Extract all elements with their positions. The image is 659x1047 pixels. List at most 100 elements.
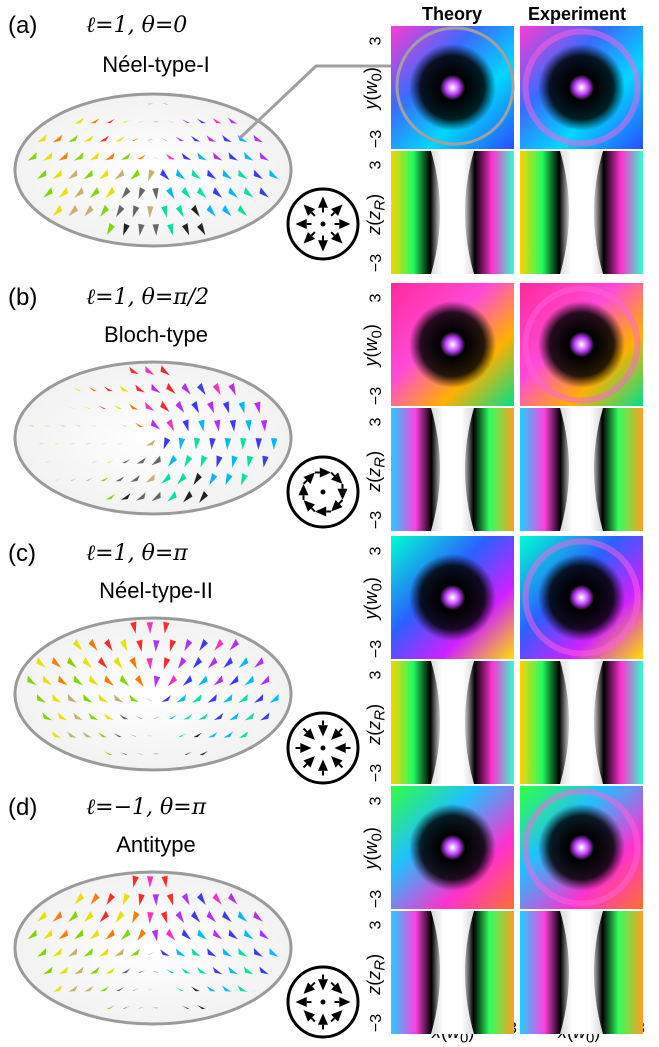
spin-arrow [255,438,262,450]
panel-letter: (c) [8,540,36,567]
spin-arrow [116,443,123,445]
spin-arrow [214,638,224,651]
spin-arrow [97,656,108,669]
experiment-propagation-phase-map [520,408,643,531]
experiment-propagation-phase-map [520,661,643,784]
spin-arrow [166,120,174,123]
z-tick-pos: 3 [367,670,385,680]
spin-arrow [138,187,146,200]
circulating-arrows-icon [286,455,360,529]
spin-arrow [104,638,113,652]
spin-arrow [183,713,193,720]
theory-transverse-phase-map [391,26,515,149]
spin-arrow [74,929,84,940]
spin-arrow [260,419,268,432]
spin-arrow [151,383,161,394]
spin-arrow [89,929,100,940]
panel-type-label: Néel-type-II [99,578,213,603]
spin-arrow [168,715,177,720]
spin-arrow [121,968,131,974]
spin-arrow [43,187,53,198]
spin-arrow [147,169,155,182]
spin-arrow [199,490,209,503]
spin-arrow [113,404,122,410]
spin-arrow [166,383,176,394]
z-tick-neg: −3 [368,1013,386,1033]
spin-arrow [152,894,159,906]
spin-arrow [160,949,170,956]
spin-arrow [197,892,206,905]
experiment-transverse-phase-map [520,283,643,406]
spin-arrow [193,472,202,485]
spin-arrow [153,717,160,719]
spin-arrow [90,118,100,124]
spin-arrow [181,382,191,395]
z-tick-neg: −3 [368,253,386,273]
spin-arrow [92,460,99,463]
spin-arrow [119,674,130,687]
spin-arrow [116,204,125,218]
spin-arrow [238,947,248,957]
spin-arrow [245,419,252,432]
spin-arrow [150,419,161,430]
spin-arrow [175,169,186,180]
spin-arrow [113,656,123,669]
spin-arrow [161,103,168,105]
outward-radial-arrows-icon [286,187,360,261]
spin-arrow [259,187,269,198]
spin-arrow [54,443,61,445]
spin-arrow [166,418,174,432]
theory-propagation-phase-map [391,661,514,784]
spin-arrow [145,402,155,411]
spin-arrow [161,473,171,484]
spin-arrow [163,437,171,450]
spin-arrow [271,438,278,450]
y-tick-pos: 3 [367,36,385,46]
spin-arrow [181,1005,190,1009]
spin-arrow [181,119,190,124]
spin-arrow [190,910,201,923]
spin-arrow [212,187,223,198]
spin-arrow [167,491,177,502]
theory-propagation-phase-map [391,408,514,531]
spin-arrow [58,187,69,198]
spin-arrow [68,204,78,217]
theory-transverse-phase-map [391,536,514,659]
spin-arrow [167,1006,174,1009]
spin-arrow [175,204,184,218]
spin-arrow [209,437,216,450]
spin-arrow [184,751,193,755]
spin-arrow [107,459,115,463]
experiment-column-header: Experiment [528,4,627,24]
spin-arrow [130,169,140,180]
experiment-propagation-phase-map [520,151,643,274]
theory-transverse-phase-map [391,283,514,406]
spin-arrow [113,733,122,738]
spin-arrow [123,223,130,236]
spin-arrow [146,735,153,737]
spin-arrow [197,382,206,395]
spin-arrow [216,455,223,468]
spin-arrow [105,929,115,940]
spin-arrow [177,472,187,485]
spin-arrow [165,928,176,941]
spin-arrow [183,490,193,503]
panel-type-label: Antitype [116,832,196,857]
spin-arrow [207,948,217,957]
spin-arrow [83,406,90,409]
spin-arrow [104,751,113,756]
experiment-transverse-phase-map [520,786,643,909]
spin-arrow [191,948,201,957]
spin-arrow [238,169,248,180]
spin-arrow [136,752,143,755]
theory-transverse-phase-map [391,786,514,909]
spin-arrow [52,169,62,180]
spin-arrow [130,475,140,482]
spin-arrow [68,948,78,957]
spin-arrow [37,911,47,922]
spin-arrow [253,169,263,180]
spin-arrow [132,875,139,888]
y-tick-neg: −3 [368,889,386,909]
spin-arrow [167,223,174,236]
spin-arrow [70,477,78,481]
